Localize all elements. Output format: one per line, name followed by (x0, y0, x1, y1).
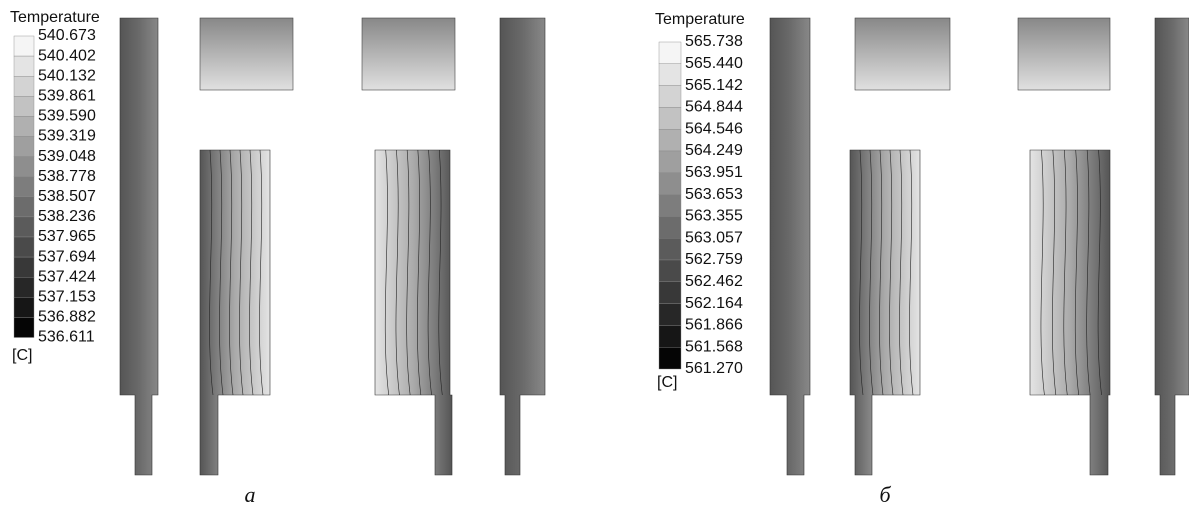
legend-swatch (14, 217, 34, 237)
legend-swatch (14, 56, 34, 76)
legend-level: 539.861 (38, 88, 96, 105)
legend-level: 536.611 (38, 329, 95, 346)
middle-block (375, 150, 452, 475)
legend-swatch (659, 195, 681, 217)
legend-swatch (659, 151, 681, 173)
strip (770, 18, 810, 475)
legend-level: 561.270 (685, 360, 743, 377)
top-block (855, 18, 950, 90)
legend-swatch (659, 107, 681, 129)
legend-swatch (659, 282, 681, 304)
legend-level: 537.965 (38, 228, 96, 245)
legend-level: 540.673 (38, 27, 96, 44)
legend-swatch (659, 347, 681, 369)
legend-level: 539.048 (38, 148, 96, 165)
legend-level: 539.319 (38, 128, 96, 145)
legend-swatch (659, 86, 681, 108)
legend-level: 561.866 (685, 317, 743, 334)
legend-level: 539.590 (38, 108, 96, 125)
legend-swatch (659, 64, 681, 86)
legend-level: 536.882 (38, 309, 96, 326)
legend-swatch (14, 177, 34, 197)
legend-level: 563.951 (685, 164, 743, 181)
legend-level: 562.462 (685, 273, 743, 290)
legend-level: 564.249 (685, 142, 743, 159)
legend-level: 538.778 (38, 168, 96, 185)
caption: а (245, 482, 256, 507)
figure: Temperature540.673540.402540.132539.8615… (0, 0, 1189, 513)
legend-swatch (14, 297, 34, 317)
legend-level: 563.355 (685, 208, 743, 225)
legend-level: 565.142 (685, 77, 743, 94)
legend-swatch (659, 260, 681, 282)
legend-swatch (14, 317, 34, 337)
legend-swatch (659, 216, 681, 238)
legend-level: 565.738 (685, 33, 743, 50)
strip (120, 18, 158, 475)
legend-swatch (14, 96, 34, 116)
strip (1155, 18, 1189, 475)
legend-swatch (659, 129, 681, 151)
legend-swatch (14, 157, 34, 177)
legend-level: 538.507 (38, 188, 96, 205)
legend-swatch (14, 36, 34, 56)
legend-unit: [C] (12, 347, 32, 364)
top-block (1018, 18, 1110, 90)
legend-level: 562.164 (685, 295, 743, 312)
legend-swatch (659, 304, 681, 326)
legend-swatch (14, 197, 34, 217)
legend-level: 540.402 (38, 47, 96, 64)
legend-swatch (659, 42, 681, 64)
legend-level: 540.132 (38, 67, 96, 84)
legend-swatch (14, 137, 34, 157)
legend-level: 538.236 (38, 208, 96, 225)
legend-swatch (14, 257, 34, 277)
legend-title: Temperature (10, 9, 100, 26)
legend-title: Temperature (655, 11, 745, 28)
legend-swatch (14, 116, 34, 136)
legend-level: 565.440 (685, 55, 743, 72)
legend-level: 562.759 (685, 251, 743, 268)
legend-level: 563.653 (685, 186, 743, 203)
legend-level: 537.694 (38, 248, 96, 265)
legend-swatch (14, 237, 34, 257)
legend-level: 564.546 (685, 120, 743, 137)
caption: б (879, 482, 891, 507)
legend-level: 537.424 (38, 268, 96, 285)
legend-swatch (659, 173, 681, 195)
legend-swatch (14, 277, 34, 297)
legend-swatch (14, 76, 34, 96)
legend-unit: [C] (657, 374, 677, 391)
strip (500, 18, 545, 475)
legend-level: 537.153 (38, 289, 96, 306)
top-block (362, 18, 455, 90)
legend-level: 561.568 (685, 338, 743, 355)
legend-level: 564.844 (685, 99, 743, 116)
legend-swatch (659, 238, 681, 260)
top-block (200, 18, 293, 90)
legend-level: 563.057 (685, 229, 743, 246)
legend-swatch (659, 325, 681, 347)
